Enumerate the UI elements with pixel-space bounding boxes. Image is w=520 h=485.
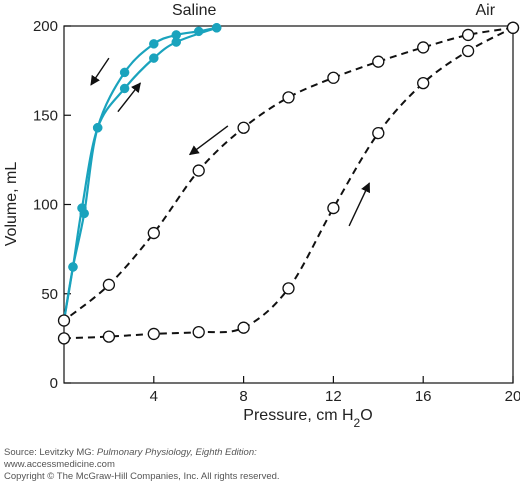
saline-deflation-point [149,39,159,49]
air-inflation-line [63,26,514,340]
series-layer [57,21,520,345]
saline-deflation-point [171,30,181,40]
air-deflation-point [372,55,385,68]
saline-deflation-point [68,262,78,272]
air-inflation-point [282,282,295,295]
air-inflation-arrow [348,182,370,227]
air-deflation-arrow [188,125,229,156]
svg-text:Volume, mL: Volume, mL [3,162,20,247]
air-deflation-line [63,26,514,322]
x-tick-label: 8 [239,388,247,405]
saline-series-label: Saline [172,2,217,19]
air-inflation-point [372,126,385,140]
air-inflation-point [192,325,205,339]
air-deflation-point [506,21,520,34]
air-inflation-point [237,321,250,334]
air-inflation-point [417,76,430,90]
y-axis-title: Volume, mL [3,162,20,247]
source-credit: Source: Levitzky MG: Pulmonary Physiolog… [4,447,280,483]
x-tick-label: 4 [150,388,158,405]
air-inflation-point [102,330,116,343]
credit-line-1: Source: Levitzky MG: Pulmonary Physiolog… [4,447,257,458]
y-tick-label: 100 [33,197,58,214]
air-inflation-point [327,201,340,215]
y-tick-label: 0 [50,375,58,392]
saline-deflation-point [119,67,130,78]
x-axis-title: Pressure, cm H2O [243,407,372,430]
chart: 0 50 100 150 200 4 8 12 16 20 Saline Air Volume, … [3,2,520,430]
saline-deflation-point [211,23,222,33]
saline-deflation-point [79,208,89,219]
air-deflation-point [327,71,340,84]
air-deflation-point [417,41,430,54]
y-tick-label: 150 [33,107,58,124]
saline-deflation-point [92,122,103,133]
label-layer: Saline Air [172,2,496,19]
arrow-layer [90,57,370,227]
air-deflation-point [282,91,295,104]
y-tick-label: 50 [41,286,58,303]
air-deflation-point [461,28,475,42]
air-deflation-point [57,314,71,327]
x-tick-label: 12 [325,388,342,405]
air-deflation-point [237,121,250,134]
x-tick-label: 20 [505,388,520,405]
air-inflation-point [57,332,71,345]
saline-inflation-point [149,53,159,63]
credit-line-3: Copyright © The McGraw-Hill Companies, I… [4,471,280,482]
air-deflation-point [192,164,205,177]
air-inflation-point [461,44,475,58]
y-ticks: 0 50 100 150 200 [33,18,71,392]
air-deflation-point [102,278,116,291]
saline-deflation-arrow [90,57,110,86]
credit-line-2: www.accessmedicine.com [4,459,115,470]
saline-inflation-point [119,83,130,94]
y-tick-label: 200 [33,18,58,35]
air-inflation-point [147,327,160,341]
saline-deflation-point [193,26,204,37]
x-ticks: 4 8 12 16 20 [150,376,520,405]
air-series-label: Air [475,2,495,19]
saline-inflation-arrow [117,82,141,113]
air-deflation-point [147,226,160,240]
x-tick-label: 16 [415,388,432,405]
